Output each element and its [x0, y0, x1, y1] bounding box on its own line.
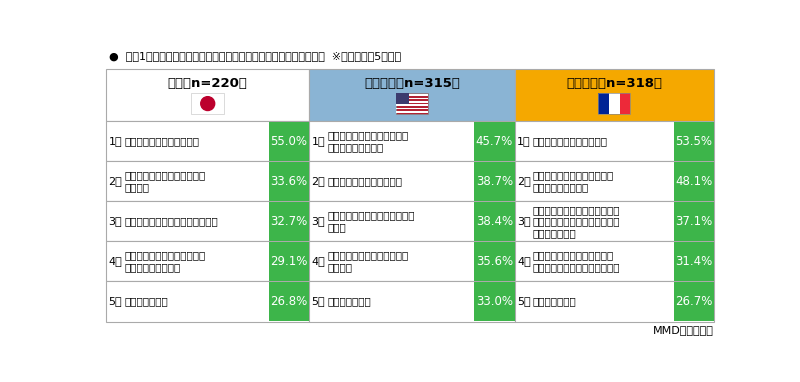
- Bar: [674, 202, 714, 241]
- Text: 32.7%: 32.7%: [270, 215, 308, 228]
- Text: 仕事や家事などで料理する時
間が取りづらいとき: 仕事や家事などで料理する時 間が取りづらいとき: [327, 131, 408, 152]
- Bar: [396, 93, 428, 114]
- Text: 55.0%: 55.0%: [270, 135, 308, 148]
- Text: 3位: 3位: [109, 216, 122, 227]
- Text: 35.6%: 35.6%: [476, 255, 513, 268]
- Bar: [191, 93, 224, 114]
- Text: MMD研究所調べ: MMD研究所調べ: [653, 325, 714, 335]
- Bar: [106, 161, 310, 201]
- Bar: [396, 108, 428, 109]
- Text: 31.4%: 31.4%: [675, 255, 712, 268]
- Text: 4位: 4位: [311, 256, 326, 266]
- Text: 日本（n=220）: 日本（n=220）: [168, 77, 248, 90]
- Text: 48.1%: 48.1%: [675, 175, 712, 188]
- Bar: [269, 282, 310, 321]
- Bar: [310, 69, 514, 121]
- Text: 26.8%: 26.8%: [270, 295, 308, 308]
- Text: 料理をするのが面倒なとき: 料理をするのが面倒なとき: [327, 176, 402, 186]
- Bar: [514, 121, 714, 161]
- Text: 37.1%: 37.1%: [675, 215, 712, 228]
- Bar: [674, 162, 714, 201]
- Bar: [396, 101, 428, 103]
- Text: 45.7%: 45.7%: [476, 135, 513, 148]
- Text: 料理をするのが面倒なとき: 料理をするのが面倒なとき: [533, 136, 607, 146]
- Text: 4位: 4位: [517, 256, 530, 266]
- Bar: [514, 241, 714, 282]
- Text: 体調が悪いとき: 体調が悪いとき: [533, 296, 576, 306]
- Bar: [474, 162, 514, 201]
- Bar: [598, 93, 630, 114]
- Text: フランス（n=318）: フランス（n=318）: [566, 77, 662, 90]
- Bar: [474, 282, 514, 321]
- Bar: [310, 282, 514, 322]
- Bar: [674, 282, 714, 321]
- Bar: [620, 93, 630, 114]
- Text: 自分では作れない料理が食べ
たいとき: 自分では作れない料理が食べ たいとき: [327, 251, 408, 272]
- Bar: [396, 94, 428, 96]
- Text: 53.5%: 53.5%: [675, 135, 712, 148]
- Bar: [269, 122, 310, 160]
- Bar: [310, 201, 514, 241]
- Bar: [106, 201, 310, 241]
- Bar: [609, 93, 620, 114]
- Bar: [474, 122, 514, 160]
- Text: 33.6%: 33.6%: [270, 175, 308, 188]
- Bar: [514, 282, 714, 322]
- Text: 自分では作れない料理が食べ
たいとき: 自分では作れない料理が食べ たいとき: [124, 170, 206, 192]
- Bar: [269, 242, 310, 281]
- Text: 1位: 1位: [109, 136, 122, 146]
- Text: アメリカ（n=315）: アメリカ（n=315）: [364, 77, 460, 90]
- Text: 自宅で外で食べる料理を食べた
いとき: 自宅で外で食べる料理を食べた いとき: [327, 210, 414, 232]
- Text: 自宅に食料が少ないとき／割
引などキャンペーンがあるとき: 自宅に食料が少ないとき／割 引などキャンペーンがあるとき: [533, 251, 620, 272]
- Text: 1位: 1位: [517, 136, 530, 146]
- Circle shape: [201, 97, 214, 110]
- Text: 5位: 5位: [311, 296, 326, 306]
- Text: 33.0%: 33.0%: [476, 295, 513, 308]
- Text: 1位: 1位: [311, 136, 326, 146]
- Bar: [106, 282, 310, 322]
- Bar: [674, 242, 714, 281]
- Text: 料理をするのが面倒なとき: 料理をするのが面倒なとき: [124, 136, 199, 146]
- Text: 4位: 4位: [109, 256, 122, 266]
- Text: 2位: 2位: [517, 176, 530, 186]
- Text: 割引などキャンペーンがあるとき: 割引などキャンペーンがあるとき: [124, 216, 218, 227]
- Bar: [106, 69, 310, 121]
- Bar: [396, 93, 410, 104]
- Text: 3位: 3位: [311, 216, 326, 227]
- Bar: [269, 202, 310, 241]
- Text: 38.4%: 38.4%: [476, 215, 513, 228]
- Bar: [396, 104, 428, 106]
- Bar: [310, 241, 514, 282]
- Bar: [674, 122, 714, 160]
- Text: 2位: 2位: [311, 176, 326, 186]
- Text: 仕事や家事などで料理する時
間が取りづらいとき: 仕事や家事などで料理する時 間が取りづらいとき: [533, 170, 614, 192]
- Bar: [310, 121, 514, 161]
- Bar: [310, 161, 514, 201]
- Text: 天候が悪いとき: 天候が悪いとき: [124, 296, 168, 306]
- Bar: [106, 121, 310, 161]
- Bar: [106, 241, 310, 282]
- Bar: [474, 242, 514, 281]
- Bar: [514, 69, 714, 121]
- Text: ●  直近1年間でフードデリバリーサービスを利用したシーン（複数）  ※国別、上位5位抜粋: ● 直近1年間でフードデリバリーサービスを利用したシーン（複数） ※国別、上位5…: [110, 51, 402, 61]
- Bar: [514, 161, 714, 201]
- Text: 26.7%: 26.7%: [675, 295, 712, 308]
- Text: 5位: 5位: [517, 296, 530, 306]
- Text: 自宅で外で食べる料理を食べた
いとき／自分では作れない料理
が食べたいとき: 自宅で外で食べる料理を食べた いとき／自分では作れない料理 が食べたいとき: [533, 205, 620, 238]
- Text: 3位: 3位: [517, 216, 530, 227]
- Text: 5位: 5位: [109, 296, 122, 306]
- Text: 38.7%: 38.7%: [476, 175, 513, 188]
- Bar: [514, 201, 714, 241]
- Text: 29.1%: 29.1%: [270, 255, 308, 268]
- Bar: [396, 98, 428, 99]
- Text: 2位: 2位: [109, 176, 122, 186]
- Bar: [396, 111, 428, 113]
- Bar: [598, 93, 609, 114]
- Text: 体調が悪いとき: 体調が悪いとき: [327, 296, 371, 306]
- Bar: [474, 202, 514, 241]
- Text: 仕事や家事などで料理する時
間が取りづらいとき: 仕事や家事などで料理する時 間が取りづらいとき: [124, 251, 206, 272]
- Bar: [269, 162, 310, 201]
